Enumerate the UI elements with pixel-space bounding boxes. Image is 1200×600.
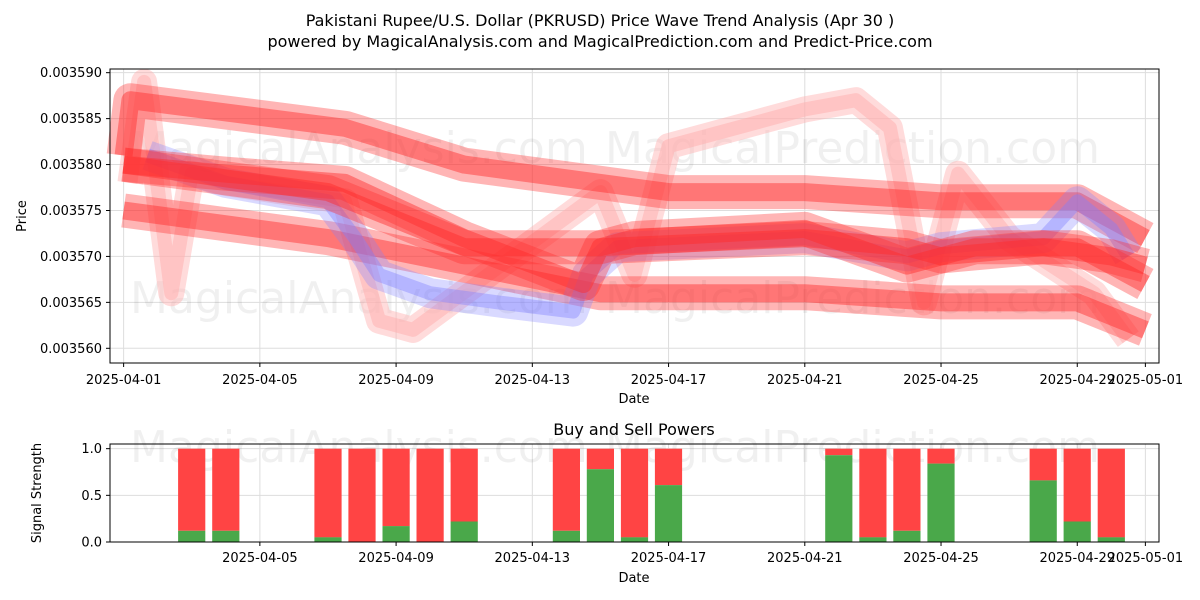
top-y-axis-label: Price (15, 200, 30, 232)
buy-bar (178, 530, 206, 542)
buy-bar (620, 537, 649, 542)
sell-bar (893, 448, 921, 531)
sell-bar (1063, 448, 1091, 522)
buy-bar (1063, 521, 1091, 542)
bottom-x-tick-label: 2025-04-13 (495, 551, 571, 566)
sell-bar (416, 448, 444, 542)
series-band-wave-lower (122, 201, 1149, 339)
sell-bar (1097, 448, 1125, 538)
buy-bar (1097, 537, 1125, 542)
series-band-wave-mid-2 (121, 147, 1154, 299)
bottom-x-ticks: 2025-04-05 2025-04-09 2025-04-13 2025-04-17… (222, 542, 1183, 566)
bottom-chart-title: Buy and Sell Powers (553, 420, 715, 439)
buy-bar (1029, 480, 1057, 542)
sell-bar (859, 448, 887, 538)
bottom-x-tick-label: 2025-04-09 (358, 551, 434, 566)
top-y-tick-label: 0.003590 (40, 66, 102, 81)
top-y-tick-label: 0.003580 (40, 158, 102, 173)
top-plot-frame (109, 68, 1160, 364)
bottom-x-tick-label: 2025-04-05 (222, 551, 298, 566)
buy-bar (893, 530, 921, 542)
series-band-wave-upper (114, 91, 1150, 247)
buy-bar (382, 526, 410, 542)
sell-bar (825, 448, 853, 456)
series-band-wave-blue (142, 141, 1142, 327)
series-band-wave-spike (123, 74, 1134, 344)
buy-sell-chart: Buy and Sell Powers MagicalAnalysis.com M… (30, 420, 1183, 586)
buy-bar (859, 537, 887, 542)
buy-bar (314, 537, 342, 542)
buy-bar (450, 521, 478, 542)
bottom-x-tick-label: 2025-05-01 (1108, 551, 1184, 566)
sell-bar (348, 448, 376, 542)
series-band-wave-upper (106, 83, 1154, 254)
top-x-axis-label: Date (618, 392, 649, 407)
bottom-plot-frame (109, 443, 1160, 543)
sell-bar (586, 448, 614, 470)
top-x-tick-label: 2025-05-01 (1108, 373, 1184, 388)
sell-bar (552, 448, 580, 531)
bottom-y-tick-label: 1.0 (81, 442, 102, 457)
bottom-watermark: MagicalPrediction.com (605, 422, 1100, 473)
top-x-tick-label: 2025-04-05 (222, 373, 298, 388)
top-watermark: MagicalPrediction.com (605, 123, 1100, 174)
top-y-tick-label: 0.003565 (40, 296, 102, 311)
top-x-tick-label: 2025-04-29 (1039, 373, 1115, 388)
sell-bar (382, 448, 410, 527)
sell-bar (1029, 448, 1057, 481)
bottom-x-tick-label: 2025-04-17 (631, 551, 707, 566)
bottom-x-tick-label: 2025-04-21 (767, 551, 843, 566)
series-band-wave-mid-1 (122, 155, 1148, 293)
buy-bar (212, 530, 240, 542)
buy-bar (825, 455, 853, 542)
bottom-y-axis-label: Signal Strength (30, 443, 45, 543)
top-watermark: MagicalPrediction.com (605, 273, 1100, 324)
series-band-wave-mid-2 (122, 155, 1150, 292)
top-y-tick-label: 0.003575 (40, 204, 102, 219)
buy-bar (654, 485, 683, 542)
top-watermark: MagicalAnalysis.com (130, 273, 588, 324)
bottom-x-axis-label: Date (618, 571, 649, 586)
sell-bar (178, 448, 206, 531)
sell-bar (620, 448, 649, 538)
top-x-tick-label: 2025-04-01 (86, 373, 162, 388)
sell-bar (212, 448, 240, 531)
series-band-wave-mid-1 (122, 147, 1150, 301)
top-x-tick-label: 2025-04-21 (767, 373, 843, 388)
series-band-wave-lower (121, 193, 1152, 346)
bottom-y-tick-label: 0.0 (81, 536, 102, 551)
top-y-tick-label: 0.003560 (40, 342, 102, 357)
bottom-bars-group (178, 448, 1125, 542)
buy-bar (552, 530, 580, 542)
bottom-x-tick-label: 2025-04-25 (903, 551, 979, 566)
top-y-ticks: 0.003560 0.003565 0.003570 0.003575 0.003580… (40, 66, 110, 357)
top-watermarks: MagicalAnalysis.com MagicalPrediction.com… (130, 123, 1100, 324)
bottom-x-tick-label: 2025-04-29 (1039, 551, 1115, 566)
sell-bar (314, 448, 342, 538)
top-x-tick-label: 2025-04-13 (495, 373, 571, 388)
buy-bar (927, 463, 955, 542)
top-watermark: MagicalAnalysis.com (130, 123, 588, 174)
figure-title: Pakistani Rupee/U.S. Dollar (PKRUSD) Pri… (306, 11, 895, 30)
sell-bar (450, 448, 478, 522)
buy-bar (586, 469, 614, 542)
top-x-tick-label: 2025-04-17 (631, 373, 707, 388)
sell-bar (927, 448, 955, 464)
series-band-wave-blue (145, 148, 1135, 319)
top-x-ticks: 2025-04-01 2025-04-05 2025-04-09 2025-04-13… (86, 363, 1183, 388)
bottom-y-tick-label: 0.5 (81, 489, 102, 504)
top-x-tick-label: 2025-04-25 (903, 373, 979, 388)
top-y-tick-label: 0.003570 (40, 250, 102, 265)
sell-bar (654, 448, 683, 486)
bottom-y-ticks: 0.0 0.5 1.0 (81, 442, 110, 551)
top-y-tick-label: 0.003585 (40, 112, 102, 127)
price-wave-chart: MagicalAnalysis.com MagicalPrediction.com… (15, 66, 1183, 407)
top-x-tick-label: 2025-04-09 (358, 373, 434, 388)
top-series-group (106, 68, 1154, 347)
figure-subtitle: powered by MagicalAnalysis.com and Magic… (267, 32, 932, 51)
